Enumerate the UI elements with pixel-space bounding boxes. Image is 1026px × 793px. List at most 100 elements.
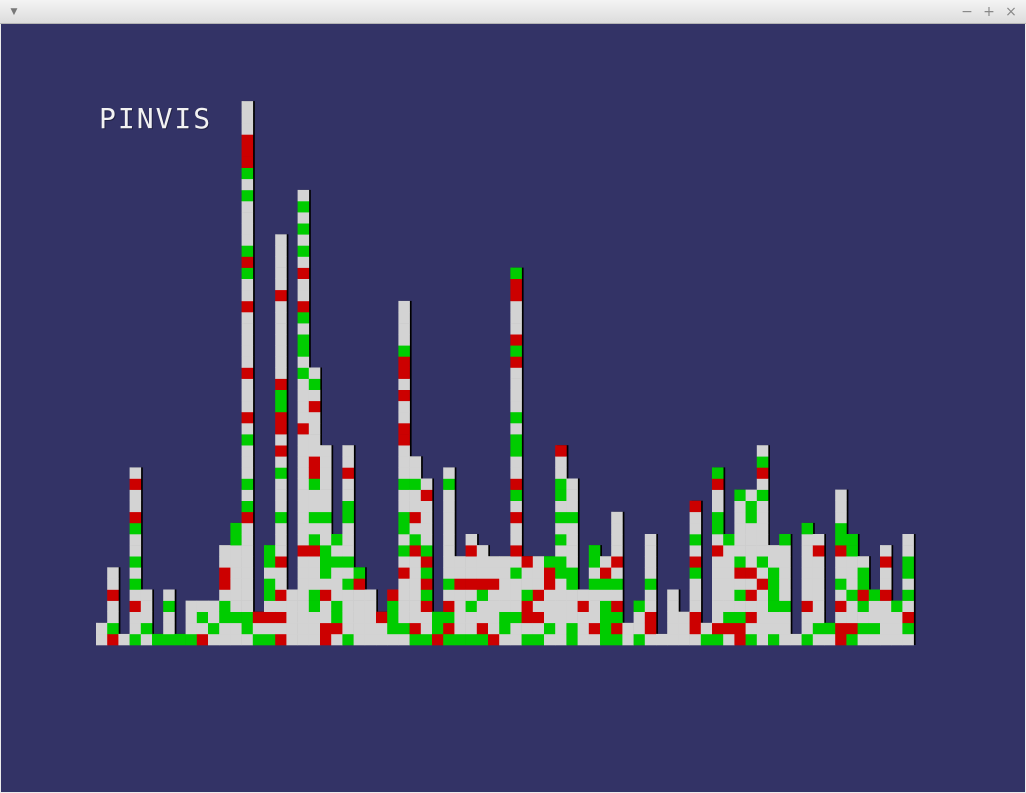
histogram-cell bbox=[320, 445, 332, 457]
chevron-down-icon[interactable]: ▼ bbox=[10, 7, 18, 17]
histogram-cell bbox=[409, 611, 422, 624]
histogram-cell bbox=[510, 556, 522, 568]
histogram-cell bbox=[443, 500, 455, 513]
histogram-cell bbox=[387, 633, 399, 646]
histogram-cell bbox=[398, 511, 410, 524]
histogram-cell bbox=[376, 622, 388, 635]
histogram-cell bbox=[868, 589, 881, 601]
histogram-cell bbox=[443, 467, 455, 479]
histogram-cell bbox=[398, 400, 410, 413]
histogram-cell bbox=[342, 633, 354, 646]
histogram-cell bbox=[835, 545, 847, 557]
histogram-cell bbox=[611, 633, 623, 646]
histogram-cell bbox=[364, 633, 377, 646]
histogram-cell bbox=[275, 478, 287, 490]
histogram-column bbox=[342, 445, 356, 646]
histogram-cell bbox=[308, 500, 321, 513]
histogram-cell bbox=[275, 622, 287, 635]
histogram-cell bbox=[734, 534, 746, 546]
histogram-cell bbox=[320, 500, 332, 513]
histogram-cell bbox=[902, 589, 914, 601]
histogram-cell bbox=[398, 356, 410, 368]
histogram-cell bbox=[432, 611, 444, 624]
histogram-cell bbox=[275, 334, 287, 346]
histogram-cell bbox=[308, 445, 321, 457]
histogram-cell bbox=[140, 589, 153, 601]
histogram-cell bbox=[566, 500, 578, 513]
histogram-cell bbox=[689, 611, 702, 624]
histogram-cell bbox=[588, 611, 601, 624]
histogram-cell bbox=[353, 633, 366, 646]
histogram-cell bbox=[297, 267, 310, 279]
histogram-cell bbox=[712, 511, 724, 524]
histogram-cell bbox=[420, 511, 433, 524]
histogram-cell bbox=[398, 334, 410, 346]
histogram-cell bbox=[96, 633, 108, 646]
histogram-column bbox=[656, 633, 670, 646]
histogram-cell bbox=[532, 633, 545, 646]
histogram-cell bbox=[532, 589, 545, 601]
histogram-cell bbox=[353, 578, 366, 590]
histogram-cell bbox=[129, 633, 142, 646]
histogram-cell bbox=[723, 633, 735, 646]
histogram-cell bbox=[320, 633, 332, 646]
histogram-cell bbox=[644, 622, 657, 635]
histogram-cell bbox=[107, 578, 119, 590]
histogram-cell bbox=[812, 600, 825, 612]
histogram-cell bbox=[398, 323, 410, 335]
histogram-cell bbox=[308, 478, 321, 490]
histogram-cell bbox=[555, 489, 567, 501]
histogram-cell bbox=[241, 289, 254, 302]
histogram-cell bbox=[297, 201, 310, 213]
histogram-cell bbox=[745, 500, 758, 513]
histogram-cell bbox=[129, 511, 142, 524]
histogram-cell bbox=[275, 633, 287, 646]
histogram-cell bbox=[297, 511, 310, 524]
visualization-canvas[interactable]: PINVIS bbox=[1, 24, 1025, 792]
histogram-cell bbox=[308, 556, 321, 568]
histogram-cell bbox=[846, 589, 858, 601]
histogram-cell bbox=[510, 522, 522, 535]
window-titlebar[interactable]: ▼ − + × bbox=[0, 0, 1026, 24]
histogram-cell bbox=[689, 556, 702, 568]
histogram-cell bbox=[420, 578, 433, 590]
histogram-column bbox=[521, 556, 535, 646]
histogram-cell bbox=[488, 611, 500, 624]
histogram-cell bbox=[443, 489, 455, 501]
histogram-cell bbox=[577, 633, 590, 646]
histogram-cell bbox=[756, 578, 769, 590]
histogram-cell bbox=[230, 578, 242, 590]
minimize-icon[interactable]: − bbox=[961, 4, 973, 20]
maximize-icon[interactable]: + bbox=[983, 4, 995, 20]
histogram-cell bbox=[208, 622, 220, 635]
histogram-cell bbox=[600, 556, 612, 568]
histogram-cell bbox=[510, 511, 522, 524]
histogram-cell bbox=[219, 567, 231, 579]
histogram-cell bbox=[902, 600, 914, 612]
histogram-cell bbox=[544, 622, 556, 635]
histogram-cell bbox=[611, 511, 623, 524]
histogram-cell bbox=[297, 323, 310, 335]
histogram-cell bbox=[398, 556, 410, 568]
histogram-cell bbox=[801, 556, 814, 568]
histogram-cell bbox=[510, 611, 522, 624]
histogram-cell bbox=[275, 267, 287, 279]
histogram-cell bbox=[219, 600, 231, 612]
histogram-column bbox=[499, 556, 513, 646]
histogram-cell bbox=[308, 389, 321, 402]
histogram-column bbox=[364, 589, 378, 646]
histogram-cell bbox=[532, 556, 545, 568]
histogram-cell bbox=[241, 522, 254, 535]
histogram-cell bbox=[297, 378, 310, 390]
histogram-cell bbox=[342, 511, 354, 524]
histogram-cell bbox=[600, 578, 612, 590]
histogram-cell bbox=[902, 556, 914, 568]
histogram-cell bbox=[420, 556, 433, 568]
histogram-cell bbox=[588, 556, 601, 568]
histogram-cell bbox=[880, 633, 892, 646]
histogram-cell bbox=[308, 534, 321, 546]
histogram-cell bbox=[745, 556, 758, 568]
close-icon[interactable]: × bbox=[1005, 4, 1017, 20]
histogram-cell bbox=[723, 556, 735, 568]
